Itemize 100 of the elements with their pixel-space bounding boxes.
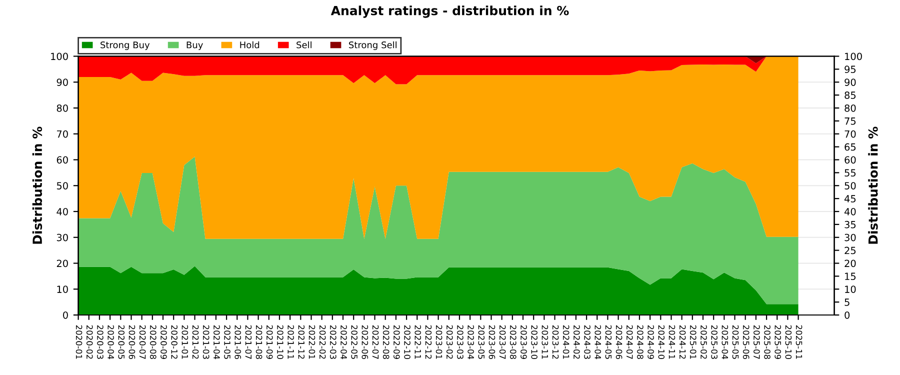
x-tick-label: 2025-07 [754, 325, 760, 359]
x-tick-label: 2022-11 [414, 325, 422, 359]
y-tick-label: 30 [56, 234, 68, 242]
x-tick-label: 2022-08 [382, 325, 390, 359]
y-tick-label: 100 [51, 52, 68, 60]
x-tick-label: 2021-07 [245, 325, 252, 359]
x-tick-label: 2021-11 [288, 325, 294, 359]
x-tick-label: 2021-12 [298, 325, 305, 359]
y2-tick-label: 85 [844, 92, 856, 99]
x-tick-label: 2022-03 [330, 325, 336, 359]
y2-tick-label: 60 [844, 156, 856, 164]
chart-title: Analyst ratings - distribution in % [330, 6, 569, 18]
x-tick-label: 2023-07 [499, 325, 506, 359]
x-tick-label: 2025-05 [732, 325, 739, 359]
x-tick-label: 2025-04 [722, 325, 728, 360]
x-tick-label: 2023-01 [436, 325, 442, 359]
y-tick-label: 50 [56, 182, 68, 190]
x-tick-label: 2025-03 [711, 325, 718, 359]
x-tick-label: 2023-05 [478, 325, 485, 359]
y2-tick-label: 45 [844, 195, 856, 202]
x-tick-label: 2023-09 [520, 325, 527, 359]
x-tick-label: 2022-12 [425, 325, 432, 359]
x-tick-label: 2021-08 [256, 325, 262, 359]
x-tick-label: 2024-03 [584, 325, 590, 359]
x-tick-label: 2025-10 [785, 325, 792, 359]
x-tick-label: 2024-07 [626, 325, 633, 359]
x-tick-label: 2020-03 [97, 325, 104, 359]
x-tick-label: 2020-08 [150, 325, 156, 359]
x-tick-label: 2020-07 [139, 325, 146, 359]
y2-tick-label: 80 [844, 104, 856, 112]
x-tick-label: 2024-09 [648, 325, 654, 359]
y-tick-label: 80 [56, 104, 68, 112]
y2-tick-label: 95 [844, 66, 856, 74]
x-tick-label: 2021-09 [266, 325, 273, 359]
x-tick-label: 2024-10 [658, 325, 665, 359]
x-tick-label: 2021-06 [234, 325, 242, 360]
x-tick-label: 2020-09 [160, 325, 167, 359]
x-tick-label: 2024-11 [668, 325, 676, 359]
y2-tick-label: 40 [844, 208, 856, 216]
y2-tick-label: 90 [844, 78, 856, 86]
x-tick-label: 2022-09 [394, 325, 400, 359]
x-tick-label: 2022-01 [308, 325, 316, 359]
x-tick-label: 2024-08 [637, 325, 644, 359]
x-tick-label: 2022-07 [372, 325, 379, 359]
x-tick-label: 2024-04 [594, 325, 602, 360]
x-tick-label: 2022-04 [340, 325, 347, 360]
y2-tick-label: 25 [844, 246, 856, 254]
y-tick-label: 40 [56, 208, 68, 216]
x-tick-label: 2023-10 [531, 325, 538, 359]
x-tick-label: 2021-01 [182, 325, 188, 359]
x-tick-label: 2022-10 [404, 325, 410, 359]
x-tick-label: 2022-05 [351, 325, 358, 359]
x-tick-label: 2024-06 [616, 325, 622, 360]
y2-tick-label: 35 [844, 220, 856, 228]
x-tick-label: 2021-03 [202, 325, 210, 359]
x-tick-label: 2021-04 [214, 325, 220, 360]
y2-tick-label: 55 [844, 169, 856, 177]
legend-label: Strong Sell [349, 41, 396, 50]
x-tick-label: 2024-01 [562, 325, 570, 359]
x-tick-label: 2023-02 [446, 325, 453, 359]
y2-tick-label: 0 [844, 311, 850, 319]
y2-tick-label: 50 [844, 182, 856, 190]
x-tick-label: 2022-02 [319, 325, 326, 359]
y-tick-label: 60 [56, 156, 68, 164]
y-tick-label: 10 [57, 286, 68, 293]
legend-label: Sell [296, 41, 312, 48]
y-tick-label: 0 [63, 311, 68, 319]
x-tick-label: 2024-12 [679, 325, 686, 359]
x-tick-label: 2025-09 [774, 325, 782, 359]
x-tick-label: 2020-01 [76, 325, 82, 359]
x-tick-label: 2021-10 [277, 325, 284, 359]
x-tick-label: 2023-08 [510, 325, 516, 359]
legend-label: Buy [186, 42, 203, 50]
legend-label: Hold [240, 41, 260, 48]
x-tick-label: 2023-12 [552, 325, 559, 359]
x-tick-label: 2023-03 [457, 325, 464, 359]
y2-tick-label: 20 [844, 260, 856, 268]
y2-tick-label: 70 [844, 130, 856, 138]
x-tick-label: 2025-06 [742, 325, 750, 360]
y-tick-label: 90 [56, 78, 68, 86]
y2-axis-title: Distribution in % [868, 126, 878, 244]
x-tick-label: 2025-08 [764, 325, 770, 359]
y-tick-label: 70 [57, 130, 68, 138]
y2-tick-label: 15 [845, 272, 856, 280]
y2-tick-label: 100 [845, 52, 862, 60]
x-tick-label: 2024-05 [605, 325, 612, 359]
x-tick-label: 2023-06 [488, 325, 496, 360]
x-tick-label: 2025-02 [700, 325, 707, 359]
y2-tick-label: 65 [844, 143, 856, 151]
x-tick-label: 2020-05 [118, 325, 125, 359]
x-tick-label: 2022-06 [362, 325, 368, 360]
x-tick-label: 2023-11 [542, 325, 548, 359]
y2-tick-label: 10 [845, 286, 856, 293]
y2-tick-label: 75 [844, 118, 856, 125]
y-tick-label: 20 [56, 260, 68, 268]
x-tick-label: 2025-11 [796, 325, 802, 359]
x-tick-label: 2024-02 [574, 325, 580, 359]
x-tick-label: 2020-02 [86, 325, 93, 359]
x-tick-label: 2020-04 [108, 325, 114, 360]
x-tick-label: 2025-01 [690, 325, 696, 359]
